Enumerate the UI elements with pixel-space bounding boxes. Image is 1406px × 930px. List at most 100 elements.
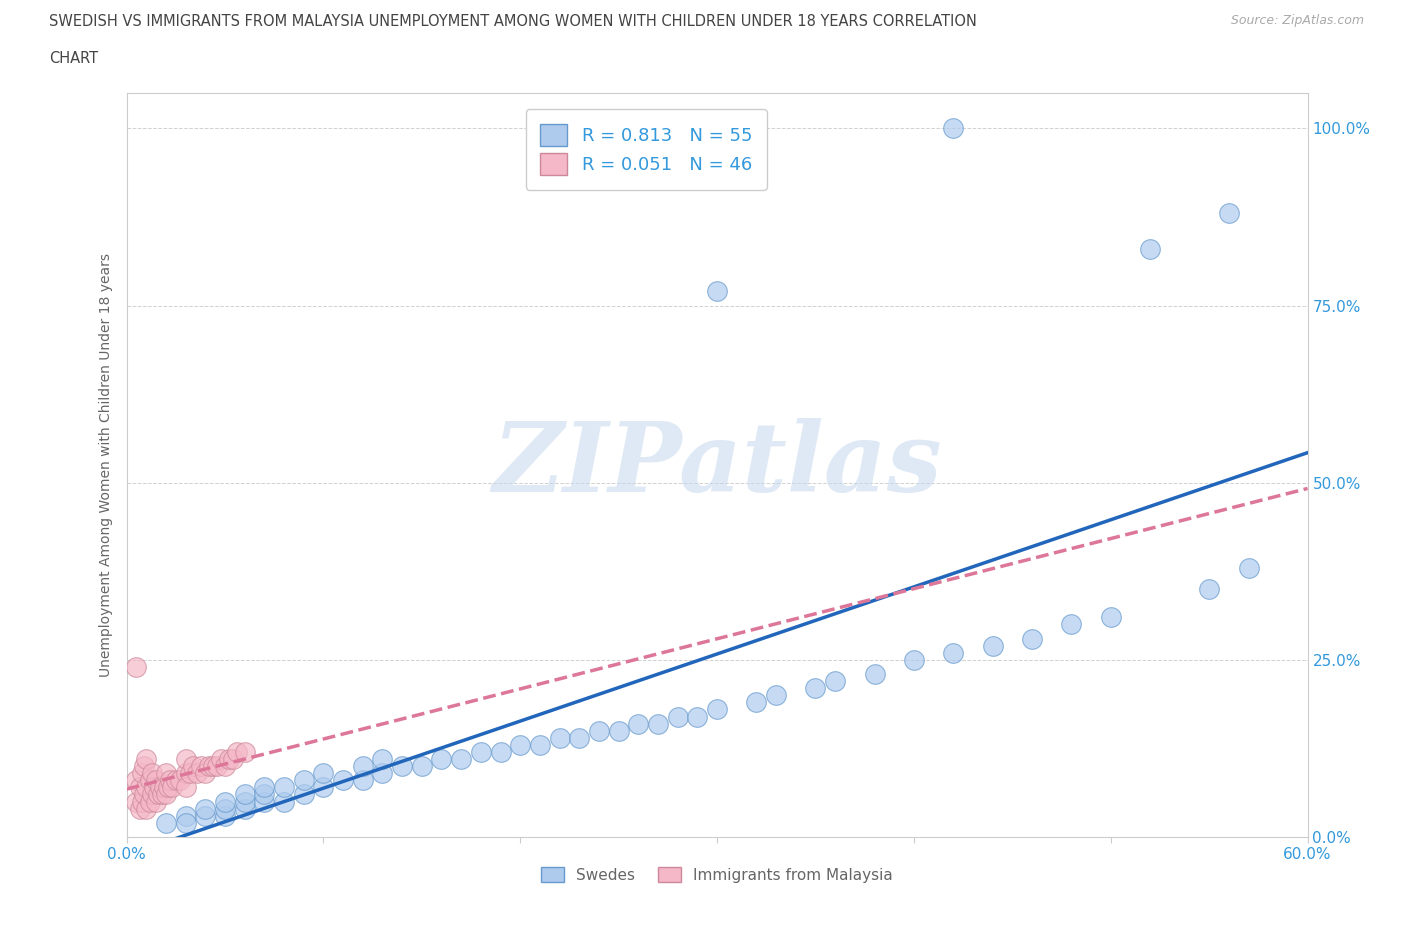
Point bbox=[647, 716, 669, 731]
Point bbox=[352, 773, 374, 788]
Point bbox=[139, 794, 162, 809]
Point bbox=[214, 794, 236, 809]
Point bbox=[194, 808, 217, 823]
Point bbox=[183, 759, 205, 774]
Point bbox=[371, 751, 394, 766]
Point bbox=[174, 780, 197, 795]
Text: SWEDISH VS IMMIGRANTS FROM MALAYSIA UNEMPLOYMENT AMONG WOMEN WITH CHILDREN UNDER: SWEDISH VS IMMIGRANTS FROM MALAYSIA UNEM… bbox=[49, 14, 977, 29]
Point bbox=[489, 745, 512, 760]
Point bbox=[174, 816, 197, 830]
Point bbox=[824, 673, 846, 688]
Point bbox=[146, 787, 169, 802]
Point bbox=[686, 709, 709, 724]
Point bbox=[129, 780, 152, 795]
Point bbox=[125, 773, 148, 788]
Point bbox=[160, 780, 183, 795]
Point bbox=[706, 702, 728, 717]
Point bbox=[706, 284, 728, 299]
Point bbox=[194, 765, 217, 780]
Y-axis label: Unemployment Among Women with Children Under 18 years: Unemployment Among Women with Children U… bbox=[98, 253, 112, 677]
Point bbox=[159, 773, 181, 788]
Point bbox=[745, 695, 768, 710]
Point bbox=[198, 759, 221, 774]
Point bbox=[145, 794, 167, 809]
Point bbox=[156, 780, 179, 795]
Point bbox=[214, 802, 236, 817]
Point bbox=[125, 794, 148, 809]
Point bbox=[141, 765, 163, 780]
Point bbox=[312, 765, 335, 780]
Point bbox=[165, 773, 187, 788]
Point bbox=[222, 751, 245, 766]
Point bbox=[332, 773, 354, 788]
Point bbox=[568, 730, 591, 745]
Point bbox=[129, 802, 152, 817]
Point bbox=[134, 787, 156, 802]
Point bbox=[131, 794, 153, 809]
Point bbox=[292, 787, 315, 802]
Point bbox=[125, 659, 148, 674]
Point bbox=[155, 787, 177, 802]
Point bbox=[202, 759, 225, 774]
Point bbox=[312, 780, 335, 795]
Point bbox=[863, 667, 886, 682]
Point bbox=[179, 765, 201, 780]
Point bbox=[804, 681, 827, 696]
Point bbox=[470, 745, 492, 760]
Point bbox=[509, 737, 531, 752]
Point bbox=[253, 794, 276, 809]
Point bbox=[174, 808, 197, 823]
Point bbox=[371, 765, 394, 780]
Point bbox=[430, 751, 453, 766]
Point bbox=[588, 724, 610, 738]
Point bbox=[131, 765, 153, 780]
Point bbox=[218, 751, 240, 766]
Point bbox=[155, 765, 177, 780]
Point bbox=[233, 787, 256, 802]
Point bbox=[205, 759, 228, 774]
Point bbox=[135, 751, 157, 766]
Point bbox=[765, 688, 787, 703]
Point bbox=[292, 773, 315, 788]
Point bbox=[273, 780, 295, 795]
Point bbox=[174, 765, 197, 780]
Point bbox=[942, 121, 965, 136]
Point bbox=[134, 759, 156, 774]
Point bbox=[135, 802, 157, 817]
Text: ZIPatlas: ZIPatlas bbox=[492, 418, 942, 512]
Legend: Swedes, Immigrants from Malaysia: Swedes, Immigrants from Malaysia bbox=[534, 860, 900, 889]
Point bbox=[149, 780, 172, 795]
Point bbox=[253, 787, 276, 802]
Point bbox=[194, 802, 217, 817]
Point bbox=[411, 759, 433, 774]
Point bbox=[139, 773, 162, 788]
Point bbox=[225, 745, 247, 760]
Point bbox=[1218, 206, 1240, 221]
Point bbox=[141, 787, 163, 802]
Text: Source: ZipAtlas.com: Source: ZipAtlas.com bbox=[1230, 14, 1364, 27]
Point bbox=[214, 759, 236, 774]
Point bbox=[1139, 242, 1161, 257]
Point bbox=[233, 745, 256, 760]
Point bbox=[145, 773, 167, 788]
Point bbox=[143, 780, 166, 795]
Point bbox=[1021, 631, 1043, 646]
Point bbox=[150, 787, 173, 802]
Point bbox=[233, 794, 256, 809]
Point bbox=[666, 709, 689, 724]
Point bbox=[1198, 581, 1220, 596]
Point bbox=[352, 759, 374, 774]
Point bbox=[529, 737, 551, 752]
Point bbox=[1099, 610, 1122, 625]
Point bbox=[155, 816, 177, 830]
Point bbox=[548, 730, 571, 745]
Point bbox=[135, 780, 157, 795]
Point bbox=[450, 751, 472, 766]
Point bbox=[903, 653, 925, 668]
Point bbox=[190, 759, 212, 774]
Point bbox=[1237, 560, 1260, 575]
Point bbox=[233, 802, 256, 817]
Point bbox=[942, 645, 965, 660]
Point bbox=[1060, 617, 1083, 631]
Point bbox=[174, 751, 197, 766]
